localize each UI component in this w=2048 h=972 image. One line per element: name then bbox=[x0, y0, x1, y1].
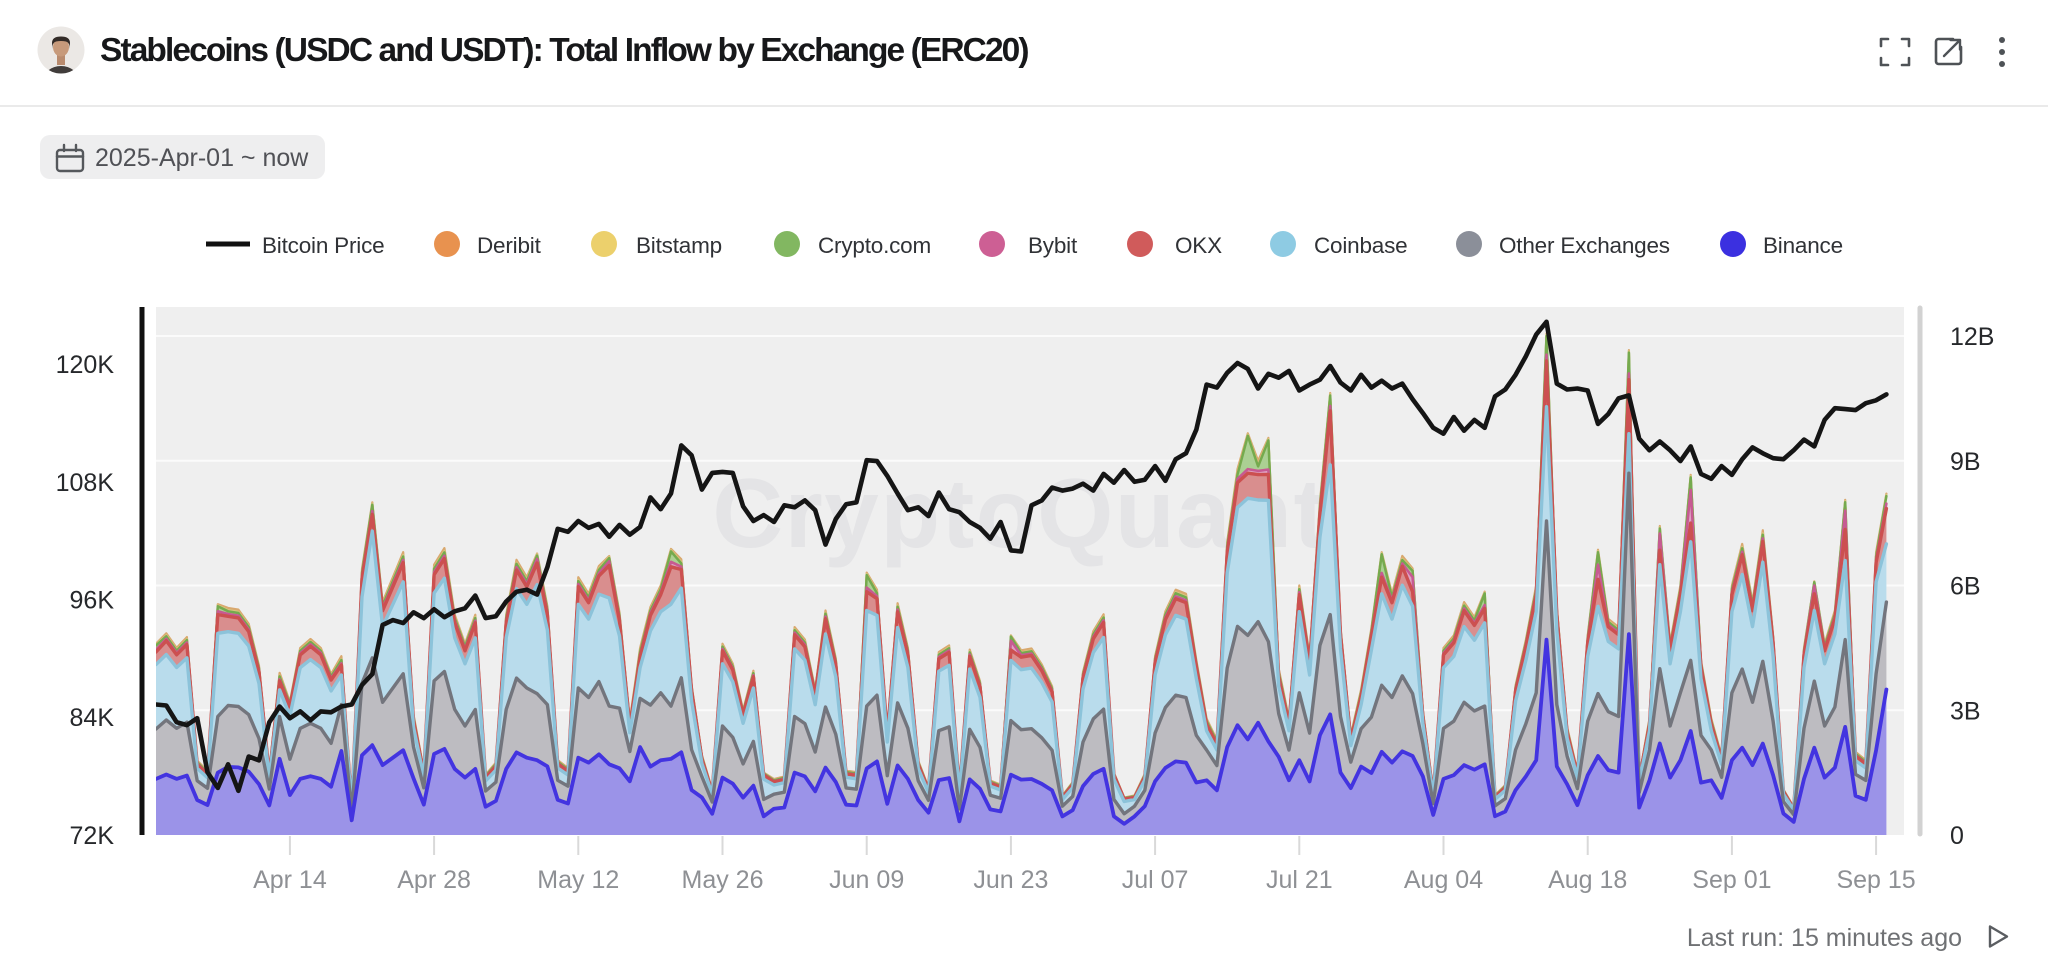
svg-text:Other Exchanges: Other Exchanges bbox=[1499, 233, 1670, 258]
svg-text:6B: 6B bbox=[1950, 573, 1981, 601]
svg-text:0: 0 bbox=[1950, 822, 1964, 850]
svg-text:Coinbase: Coinbase bbox=[1314, 233, 1407, 258]
svg-text:Deribit: Deribit bbox=[477, 233, 542, 258]
svg-text:120K: 120K bbox=[56, 351, 115, 379]
svg-text:Last run: 15 minutes ago: Last run: 15 minutes ago bbox=[1687, 924, 1962, 952]
svg-text:84K: 84K bbox=[70, 704, 115, 732]
svg-text:9B: 9B bbox=[1950, 448, 1981, 476]
svg-text:May 12: May 12 bbox=[537, 866, 619, 894]
svg-text:3B: 3B bbox=[1950, 697, 1981, 725]
svg-text:Bitstamp: Bitstamp bbox=[636, 233, 722, 258]
svg-text:Aug 04: Aug 04 bbox=[1404, 866, 1483, 894]
svg-text:72K: 72K bbox=[70, 822, 115, 850]
svg-text:96K: 96K bbox=[70, 587, 115, 615]
svg-text:2025-Apr-01 ~ now: 2025-Apr-01 ~ now bbox=[95, 144, 309, 172]
svg-text:Jun 23: Jun 23 bbox=[973, 866, 1048, 894]
svg-text:12B: 12B bbox=[1950, 323, 1994, 351]
svg-text:Binance: Binance bbox=[1763, 233, 1843, 258]
svg-text:Bybit: Bybit bbox=[1028, 233, 1078, 258]
svg-text:Bitcoin Price: Bitcoin Price bbox=[262, 233, 384, 258]
svg-text:Aug 18: Aug 18 bbox=[1548, 866, 1627, 894]
svg-text:Jul 21: Jul 21 bbox=[1266, 866, 1333, 894]
svg-text:108K: 108K bbox=[56, 469, 115, 497]
svg-text:Crypto.com: Crypto.com bbox=[818, 233, 931, 258]
svg-text:Apr 14: Apr 14 bbox=[253, 866, 327, 894]
svg-text:Apr 28: Apr 28 bbox=[397, 866, 471, 894]
svg-text:Jun 09: Jun 09 bbox=[829, 866, 904, 894]
svg-text:Sep 01: Sep 01 bbox=[1692, 866, 1771, 894]
svg-text:Stablecoins (USDC and USDT): T: Stablecoins (USDC and USDT): Total Inflo… bbox=[100, 32, 1028, 69]
svg-text:OKX: OKX bbox=[1175, 233, 1222, 258]
svg-text:Sep 15: Sep 15 bbox=[1836, 866, 1915, 894]
svg-text:Jul 07: Jul 07 bbox=[1122, 866, 1189, 894]
svg-text:May 26: May 26 bbox=[682, 866, 764, 894]
